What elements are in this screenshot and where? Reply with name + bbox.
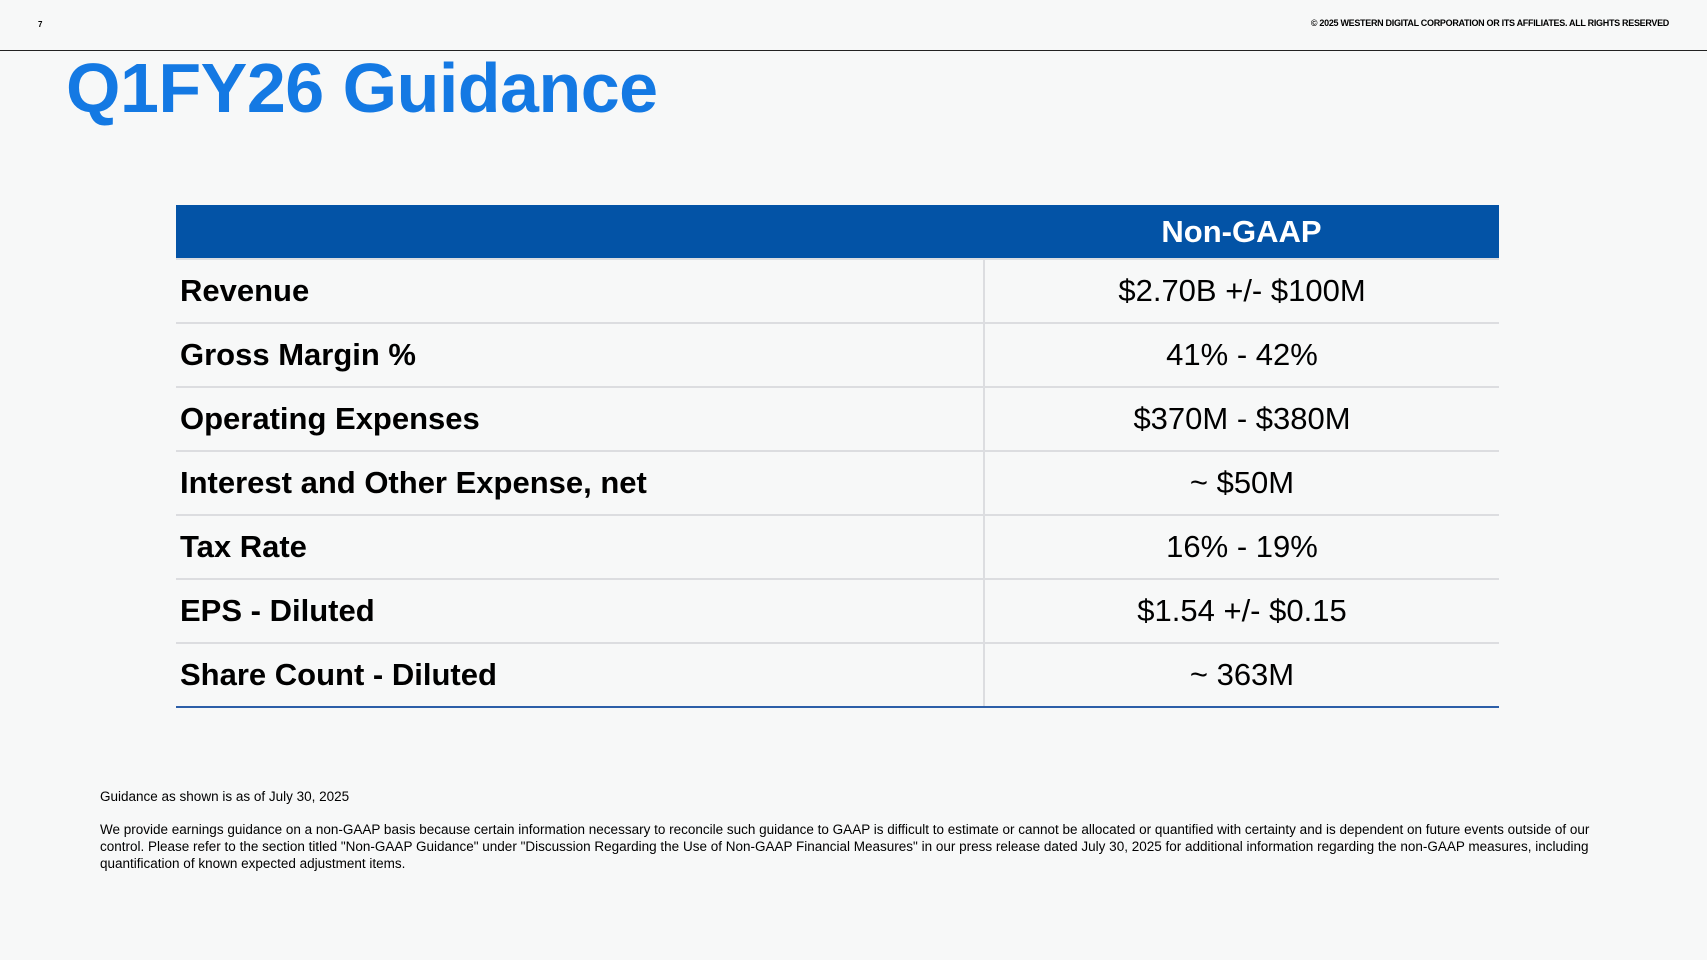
header-divider xyxy=(0,50,1707,51)
table-header-label xyxy=(176,205,984,259)
row-label: Revenue xyxy=(176,258,985,323)
table-row: EPS - Diluted $1.54 +/- $0.15 xyxy=(176,578,1499,643)
table-row: Tax Rate 16% - 19% xyxy=(176,514,1499,579)
table-row: Interest and Other Expense, net ~ $50M xyxy=(176,450,1499,515)
page-title: Q1FY26 Guidance xyxy=(66,49,658,127)
guidance-date-note: Guidance as shown is as of July 30, 2025 xyxy=(100,789,350,804)
page-number: 7 xyxy=(38,20,43,29)
table-row: Operating Expenses $370M - $380M xyxy=(176,386,1499,451)
row-label: Tax Rate xyxy=(176,514,985,579)
row-value: $1.54 +/- $0.15 xyxy=(984,578,1499,643)
row-value: $2.70B +/- $100M xyxy=(984,258,1499,323)
table-row: Gross Margin % 41% - 42% xyxy=(176,322,1499,387)
table-row: Share Count - Diluted ~ 363M xyxy=(176,642,1499,708)
row-value: 16% - 19% xyxy=(984,514,1499,579)
row-value: $370M - $380M xyxy=(984,386,1499,451)
row-label: Operating Expenses xyxy=(176,386,985,451)
table-header-row: Non-GAAP xyxy=(176,205,1499,259)
guidance-disclaimer: We provide earnings guidance on a non-GA… xyxy=(100,822,1590,871)
guidance-table: Non-GAAP Revenue $2.70B +/- $100M Gross … xyxy=(176,205,1499,708)
row-value: 41% - 42% xyxy=(984,322,1499,387)
row-value: ~ $50M xyxy=(984,450,1499,515)
table-row: Revenue $2.70B +/- $100M xyxy=(176,258,1499,323)
copyright-notice: © 2025 WESTERN DIGITAL CORPORATION OR IT… xyxy=(1310,18,1669,28)
row-label: Share Count - Diluted xyxy=(176,642,985,708)
row-label: EPS - Diluted xyxy=(176,578,985,643)
row-label: Gross Margin % xyxy=(176,322,985,387)
row-label: Interest and Other Expense, net xyxy=(176,450,985,515)
row-value: ~ 363M xyxy=(984,642,1499,708)
table-header-non-gaap: Non-GAAP xyxy=(984,205,1499,259)
